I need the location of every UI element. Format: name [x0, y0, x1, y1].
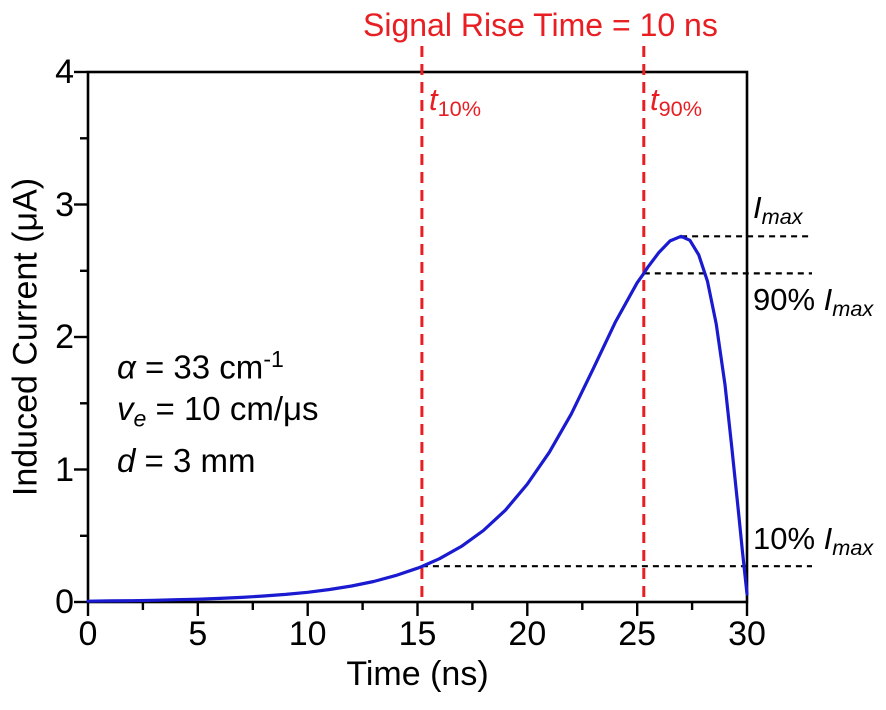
- t10-percent-label: t10%: [429, 82, 481, 127]
- label-segment: α: [117, 348, 136, 386]
- y-tick-label: 1: [55, 450, 74, 489]
- induced-current-curve: [86, 234, 749, 603]
- label-segment: e: [133, 405, 147, 432]
- t90-percent-label: t90%: [650, 82, 702, 127]
- y-tick-label: 3: [55, 185, 74, 224]
- y-tick-label: 2: [55, 318, 74, 356]
- label-segment: 10%: [437, 96, 482, 122]
- label-segment: t: [650, 82, 659, 117]
- y-tick-label: 0: [55, 583, 74, 621]
- x-tick-label: 10: [288, 615, 327, 653]
- label-segment: 90%: [658, 96, 703, 122]
- annotation-thickness: d = 3 mm: [117, 442, 255, 480]
- x-tick-label: 20: [508, 615, 547, 653]
- label-segment: d: [117, 442, 136, 479]
- x-tick-label: 0: [78, 615, 98, 653]
- figure-title: Signal Rise Time = 10 ns: [363, 7, 718, 43]
- imax-label: Imax: [753, 190, 803, 235]
- x-axis-title: Time (ns): [346, 655, 489, 693]
- label-segment: = 3 mm: [135, 442, 256, 479]
- label-segment: max: [832, 535, 874, 561]
- imax-90-percent-label: 90% Imax: [753, 282, 873, 327]
- plot-box: [86, 70, 749, 604]
- y-tick-label: 4: [55, 53, 74, 91]
- label-segment: I: [753, 190, 762, 225]
- x-tick-label: 15: [398, 615, 437, 653]
- label-segment: 90%: [753, 282, 824, 317]
- label-segment: -1: [263, 346, 284, 372]
- imax-10-percent-label: 10% Imax: [753, 521, 873, 566]
- x-tick-label: 30: [728, 615, 766, 653]
- label-segment: = 33 cm: [135, 348, 264, 386]
- annotation-velocity: ve = 10 cm/μs: [117, 390, 319, 437]
- label-segment: v: [117, 390, 134, 427]
- annotation-alpha: α = 33 cm-1: [117, 340, 284, 387]
- label-segment: t: [429, 82, 438, 117]
- label-segment: I: [823, 282, 833, 317]
- label-segment: 10%: [753, 521, 824, 556]
- x-tick-label: 25: [618, 615, 657, 653]
- x-tick-label: 5: [188, 615, 208, 653]
- label-segment: max: [761, 204, 803, 230]
- label-segment: max: [832, 296, 874, 322]
- label-segment: I: [823, 521, 833, 556]
- label-segment: = 10 cm/μs: [146, 390, 319, 427]
